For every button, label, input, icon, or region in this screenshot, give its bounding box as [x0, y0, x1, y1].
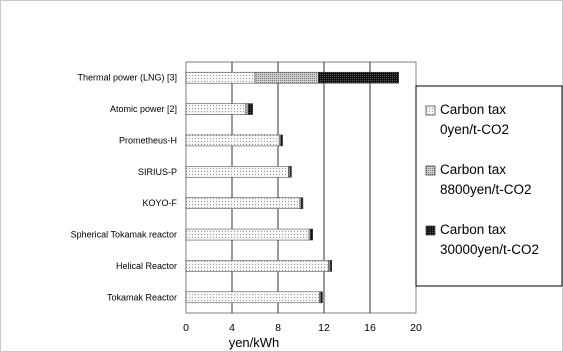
bar-segment [185, 197, 301, 209]
category-labels: Thermal power (LNG) [3] Atomic power [2] P… [71, 73, 178, 303]
bar-segment [185, 260, 329, 272]
x-tick-label: 20 [410, 322, 422, 334]
category-label: Tokamak Reactor [107, 292, 177, 302]
x-tick-label: 12 [318, 322, 330, 334]
legend-label: Carbon tax [440, 102, 506, 117]
x-tick-label: 8 [275, 322, 281, 334]
bar-segment [185, 71, 256, 84]
bar-segment [245, 103, 249, 115]
bar-segment [278, 134, 282, 147]
x-axis-title: yen/kWh [229, 335, 280, 350]
bar-segment [185, 134, 280, 147]
legend-label: 30000yen/t-CO2 [440, 242, 539, 257]
plot-area [185, 61, 417, 314]
category-label: Spherical Tokamak reactor [71, 230, 177, 240]
x-tick-label: 0 [183, 322, 189, 334]
legend-label: 0yen/t-CO2 [440, 122, 509, 137]
category-label: KOYO-F [142, 198, 177, 208]
legend: Carbon tax 0yen/t-CO2 Carbon tax 8800yen/t-… [415, 85, 563, 287]
bar-segment [185, 166, 289, 178]
bar-segment [320, 291, 323, 304]
category-label: Helical Reactor [116, 261, 177, 271]
x-tick-label: 4 [229, 322, 235, 334]
bar-segment [185, 103, 247, 115]
bar-segment [185, 228, 310, 241]
bar-segment [329, 260, 332, 272]
legend-swatch [425, 105, 436, 116]
bar-segment [254, 71, 319, 84]
plot-border [185, 61, 417, 314]
x-tick-label: 16 [364, 322, 376, 334]
category-label: SIRIUS-P [138, 167, 177, 177]
bars-group [185, 71, 399, 304]
legend-swatch [425, 165, 436, 176]
bar-segment [318, 71, 399, 84]
legend-frame [415, 85, 563, 287]
legend-label: 8800yen/t-CO2 [440, 182, 532, 197]
legend-label: Carbon tax [440, 222, 506, 237]
x-tick-labels: 0 4 8 12 16 20 [183, 322, 422, 334]
bar-segment [310, 228, 313, 241]
category-label: Atomic power [2] [110, 104, 177, 114]
legend-label: Carbon tax [440, 162, 506, 177]
legend-swatch [425, 225, 436, 236]
bar-segment [185, 291, 320, 304]
category-label: Thermal power (LNG) [3] [77, 73, 177, 83]
bar-segment [280, 134, 283, 147]
bar-segment [300, 197, 304, 209]
category-label: Prometheus-H [119, 135, 177, 145]
bar-segment [247, 103, 253, 115]
bar-segment [289, 166, 292, 178]
